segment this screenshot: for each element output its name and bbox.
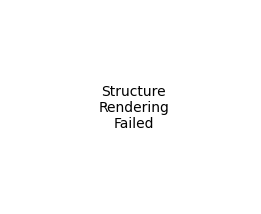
Text: Structure
Rendering
Failed: Structure Rendering Failed (98, 85, 169, 131)
